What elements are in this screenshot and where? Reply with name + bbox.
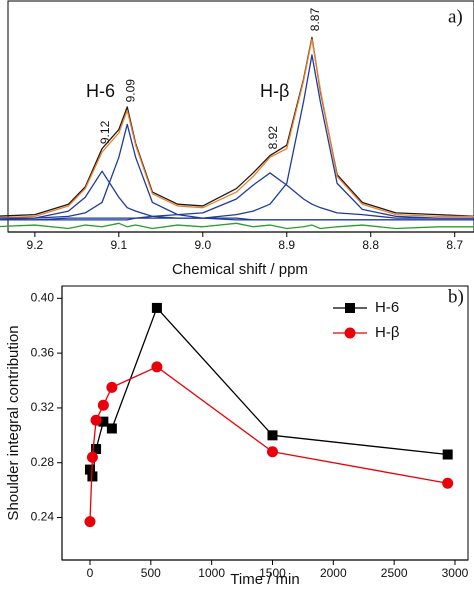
series-line bbox=[89, 366, 448, 522]
x-tick-label: 9.2 bbox=[27, 238, 44, 252]
marker bbox=[84, 464, 95, 475]
marker bbox=[106, 381, 118, 393]
marker bbox=[442, 477, 454, 489]
x-tick-label: 1500 bbox=[259, 566, 286, 580]
peak-label: 9.12 bbox=[98, 120, 112, 144]
series-line bbox=[0, 54, 474, 221]
series-line bbox=[0, 172, 474, 221]
x-tick-label: 1000 bbox=[198, 566, 225, 580]
plot-frame bbox=[7, 0, 474, 233]
marker bbox=[86, 451, 98, 463]
legend-label: H-6 bbox=[375, 299, 399, 316]
x-tick-label: 500 bbox=[141, 566, 161, 580]
series-line bbox=[0, 222, 474, 230]
x-tick-label: 9.1 bbox=[110, 238, 127, 252]
marker bbox=[84, 516, 96, 528]
marker bbox=[90, 414, 102, 426]
series-line bbox=[0, 123, 474, 221]
series-line bbox=[0, 38, 474, 219]
marker bbox=[91, 444, 102, 455]
plot-frame bbox=[61, 285, 469, 561]
x-tick-label: 3000 bbox=[442, 566, 469, 580]
y-tick-label: 0.40 bbox=[31, 291, 55, 305]
x-tick-label: 8.7 bbox=[446, 238, 463, 252]
x-tick-label: 9.0 bbox=[194, 238, 211, 252]
marker bbox=[266, 446, 278, 458]
marker bbox=[267, 430, 278, 441]
peak-label: 9.09 bbox=[123, 79, 137, 103]
x-tick-label: 0 bbox=[87, 566, 94, 580]
y-tick-label: 0.24 bbox=[31, 510, 55, 524]
y-tick-label: 0.32 bbox=[31, 400, 55, 414]
annotation: H-6 bbox=[86, 81, 115, 101]
x-tick-label: 2000 bbox=[320, 566, 347, 580]
y-tick-label: 0.28 bbox=[31, 455, 55, 469]
peak-label: 8.92 bbox=[266, 126, 280, 150]
peak-label: 8.87 bbox=[308, 8, 322, 32]
x-tick-label: 2500 bbox=[381, 566, 408, 580]
marker bbox=[442, 449, 453, 460]
marker bbox=[87, 471, 98, 482]
legend-marker bbox=[345, 303, 355, 313]
marker bbox=[106, 423, 117, 434]
marker bbox=[151, 302, 162, 313]
panel-label: b) bbox=[448, 286, 464, 307]
x-axis-title: Time / min bbox=[230, 571, 299, 588]
legend-marker bbox=[344, 327, 356, 339]
series-line bbox=[0, 36, 474, 217]
legend-label: H-β bbox=[375, 324, 400, 341]
annotation: H-β bbox=[260, 81, 289, 101]
y-axis-title: Shoulder integral contribution bbox=[5, 325, 22, 520]
marker bbox=[97, 399, 109, 411]
y-tick-label: 0.36 bbox=[31, 345, 55, 359]
x-axis-title: Chemical shift / ppm bbox=[172, 261, 308, 278]
marker bbox=[98, 416, 109, 427]
x-tick-label: 8.9 bbox=[278, 238, 295, 252]
panel-label: a) bbox=[448, 6, 463, 27]
x-tick-label: 8.8 bbox=[362, 238, 379, 252]
marker bbox=[151, 361, 163, 373]
